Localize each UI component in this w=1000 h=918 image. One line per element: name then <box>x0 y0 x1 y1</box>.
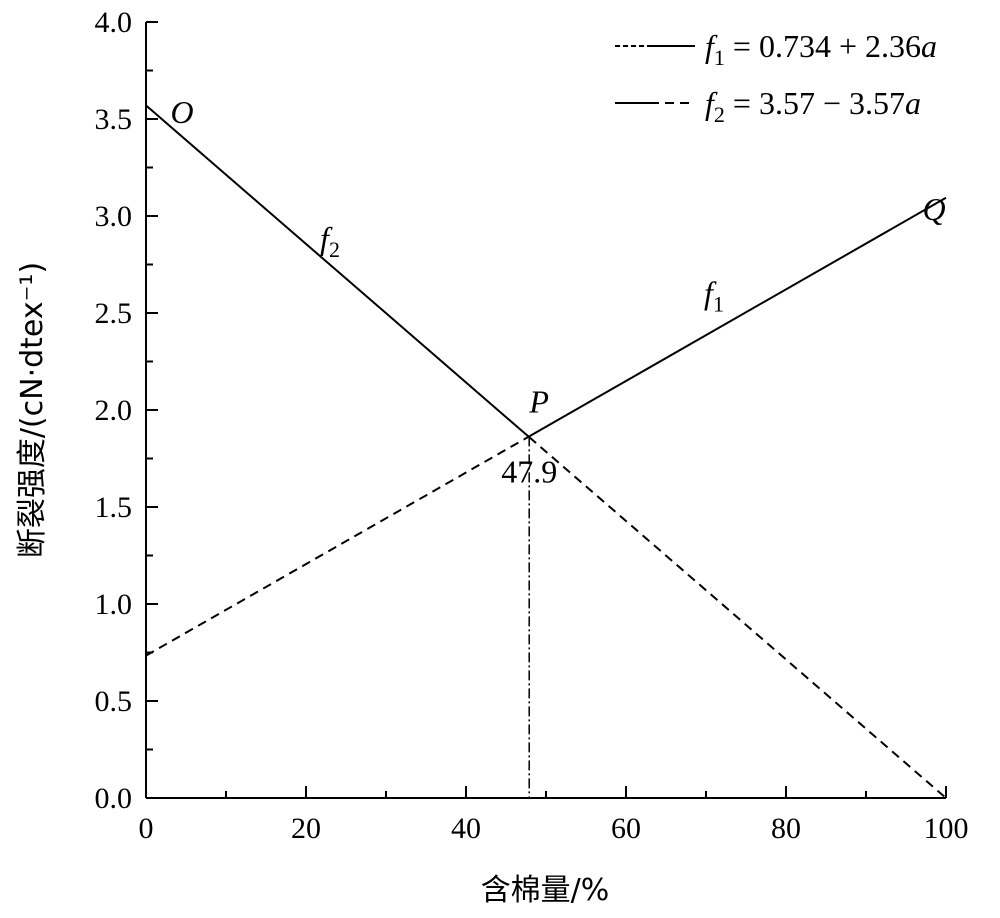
legend-label-1: f1 = 0.734 + 2.36a <box>705 28 937 70</box>
intersection-x-label: 47.9 <box>501 453 557 489</box>
x-tick-label: 100 <box>924 812 969 845</box>
legend-equation: = 0.734 + 2.36 <box>725 28 921 64</box>
series <box>145 104 947 799</box>
x-tick-label: 40 <box>451 812 481 845</box>
y-tick-label: 1.0 <box>95 588 133 621</box>
y-tick-label: 4.0 <box>95 6 133 39</box>
series-2-segment-1 <box>145 104 530 438</box>
annotation-label: f2 <box>320 220 340 262</box>
x-tick-label: 80 <box>771 812 801 845</box>
x-tick-label: 0 <box>139 812 154 845</box>
y-tick-label: 2.0 <box>95 394 133 427</box>
y-tick-label: 0.0 <box>95 782 133 815</box>
legend-variable: a <box>905 85 921 121</box>
series-1-segment-1 <box>145 435 530 657</box>
intersection-point-label: P <box>528 383 549 419</box>
x-tick-label: 20 <box>291 812 321 845</box>
y-tick-label: 2.5 <box>95 297 133 330</box>
legend: f1 = 0.734 + 2.36a f2 = 3.57 − 3.57a <box>615 28 937 127</box>
x-tick-label: 60 <box>611 812 641 845</box>
y-tick-label: 3.0 <box>95 200 133 233</box>
annotation-label: f1 <box>704 274 724 316</box>
legend-label-2: f2 = 3.57 − 3.57a <box>705 85 921 127</box>
series-1-segment-2 <box>528 196 947 438</box>
legend-subscript: 2 <box>714 102 725 127</box>
y-tick-label: 1.5 <box>95 491 133 524</box>
annotation-subscript: 1 <box>713 291 724 316</box>
legend-variable: a <box>921 28 937 64</box>
annotation-label: Q <box>922 191 945 227</box>
series-2-segment-2 <box>528 436 947 799</box>
ticks: 0 20 40 60 80 100 0.0 0.5 1.0 1.5 2.0 2.5 3.0 3.5 4.0 <box>95 6 969 845</box>
x-axis-label: 含棉量/% <box>481 873 610 908</box>
legend-equation: = 3.57 − 3.57 <box>725 85 905 121</box>
y-axis-label: 断裂强度/(cN·dtex⁻¹) <box>15 262 50 558</box>
annotations: P 47.9 O Qf2 f1 <box>170 94 945 490</box>
annotation-label: O <box>170 94 193 130</box>
annotation-subscript: 2 <box>329 237 340 262</box>
y-tick-label: 3.5 <box>95 103 133 136</box>
y-tick-label: 0.5 <box>95 685 133 718</box>
legend-subscript: 1 <box>714 45 725 70</box>
